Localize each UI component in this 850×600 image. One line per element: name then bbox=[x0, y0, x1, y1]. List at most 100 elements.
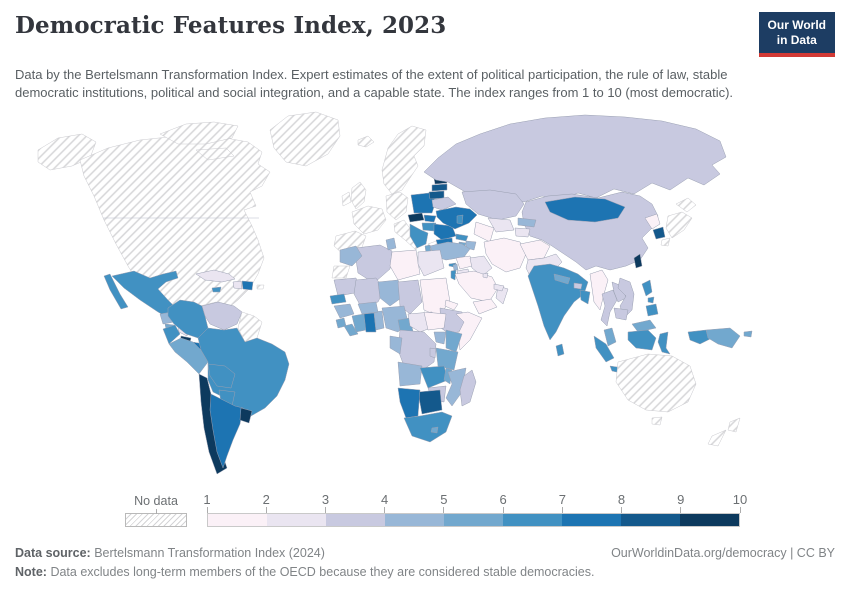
region-ukraine[interactable]: Ukraine bbox=[435, 206, 478, 230]
region-canada-usa[interactable]: Canada and United States bbox=[79, 135, 271, 309]
region-malaysia[interactable]: Malaysia bbox=[603, 319, 657, 347]
region-lithuania[interactable]: Lithuania bbox=[428, 190, 445, 200]
region-kuwait[interactable]: Kuwait bbox=[482, 272, 489, 279]
region-yemen[interactable]: Yemen bbox=[472, 298, 498, 315]
region-south-korea[interactable]: South Korea bbox=[652, 226, 666, 240]
region-myanmar[interactable]: Myanmar bbox=[589, 269, 609, 311]
legend-bin-4-5[interactable] bbox=[385, 514, 444, 526]
region-saudi-arabia[interactable]: Saudi Arabia bbox=[454, 270, 499, 303]
region-chad[interactable]: Chad bbox=[397, 279, 423, 315]
region-iran[interactable]: Iran bbox=[483, 237, 527, 273]
region-somalia[interactable]: Somalia bbox=[455, 311, 483, 351]
region-scandinavia[interactable]: Norway, Sweden and Finland bbox=[381, 125, 427, 195]
region-kyrgyzstan[interactable]: Kyrgyzstan bbox=[517, 217, 537, 228]
region-czechia[interactable]: Czechia bbox=[407, 212, 425, 223]
region-eritrea[interactable]: Eritrea bbox=[444, 299, 459, 311]
region-uganda[interactable]: Uganda bbox=[433, 331, 447, 345]
region-morocco[interactable]: Morocco bbox=[339, 245, 363, 267]
region-tanzania[interactable]: Tanzania bbox=[435, 347, 459, 371]
region-ecuador[interactable]: Ecuador bbox=[162, 324, 181, 345]
region-taiwan[interactable]: Taiwan bbox=[633, 253, 643, 269]
region-north-korea[interactable]: North Korea bbox=[644, 213, 661, 230]
region-puerto-rico[interactable]: Puerto Rico bbox=[256, 284, 265, 290]
region-senegal[interactable]: Senegal bbox=[329, 293, 347, 305]
region-burkina-faso[interactable]: Burkina Faso bbox=[357, 301, 379, 315]
region-haiti[interactable]: Haiti bbox=[232, 280, 243, 290]
region-uruguay[interactable]: Uruguay bbox=[239, 407, 253, 424]
region-mali[interactable]: Mali bbox=[353, 277, 385, 306]
region-angola[interactable]: Angola bbox=[397, 361, 423, 387]
region-zambia[interactable]: Zambia bbox=[419, 365, 449, 389]
region-tunisia[interactable]: Tunisia bbox=[385, 237, 397, 251]
region-georgia[interactable]: Georgia bbox=[455, 233, 469, 242]
region-uae[interactable]: United Arab Emirates bbox=[493, 283, 505, 292]
owid-logo[interactable]: Our World in Data bbox=[758, 12, 835, 57]
region-western-sahara[interactable]: Western Sahara bbox=[331, 265, 351, 279]
legend-bin-9-10[interactable] bbox=[680, 514, 739, 526]
region-venezuela[interactable]: Venezuela bbox=[201, 301, 243, 331]
region-liberia[interactable]: Liberia bbox=[343, 323, 359, 337]
region-sri-lanka[interactable]: Sri Lanka bbox=[555, 343, 565, 357]
legend-no-data-swatch[interactable] bbox=[125, 513, 187, 527]
region-mongolia[interactable]: Mongolia bbox=[544, 196, 626, 223]
legend-bin-7-8[interactable] bbox=[562, 514, 621, 526]
region-bhutan[interactable]: Bhutan bbox=[573, 282, 583, 290]
region-australia[interactable]: Australia bbox=[615, 353, 697, 426]
region-rwanda-burundi[interactable]: Rwanda and Burundi bbox=[429, 347, 437, 359]
region-greenland[interactable]: Greenland bbox=[269, 111, 341, 167]
region-syria[interactable]: Syria bbox=[455, 255, 473, 270]
region-arctic-islands[interactable]: Canadian Arctic Islands bbox=[159, 121, 239, 161]
region-iceland[interactable]: Iceland bbox=[357, 135, 375, 148]
region-western-balkans[interactable]: Western Balkans bbox=[409, 223, 429, 249]
region-belarus[interactable]: Belarus bbox=[431, 196, 457, 211]
legend-bin-5-6[interactable] bbox=[444, 514, 503, 526]
region-mexico[interactable]: Mexico bbox=[103, 270, 189, 323]
legend-bin-8-9[interactable] bbox=[621, 514, 680, 526]
region-bolivia[interactable]: Bolivia bbox=[207, 363, 236, 389]
region-cambodia[interactable]: Cambodia bbox=[613, 307, 629, 321]
legend-bin-1-2[interactable] bbox=[208, 514, 267, 526]
region-new-zealand[interactable]: New Zealand bbox=[707, 417, 741, 447]
region-lesotho[interactable]: Lesotho bbox=[430, 426, 439, 434]
region-dominican-republic[interactable]: Dominican Republic bbox=[241, 280, 254, 291]
region-jamaica[interactable]: Jamaica bbox=[211, 286, 222, 293]
region-france[interactable]: France bbox=[351, 205, 387, 235]
region-mozambique[interactable]: Mozambique bbox=[445, 367, 467, 407]
region-kazakhstan[interactable]: Kazakhstan bbox=[461, 189, 525, 221]
region-latvia[interactable]: Latvia bbox=[431, 183, 448, 192]
owid-link[interactable]: OurWorldinData.org/democracy | CC BY bbox=[611, 546, 835, 560]
region-south-sudan[interactable]: South Sudan bbox=[423, 311, 447, 331]
region-japan[interactable]: Japan bbox=[660, 197, 697, 247]
region-uzbekistan[interactable]: Uzbekistan bbox=[487, 217, 515, 233]
region-guinea[interactable]: Guinea bbox=[333, 303, 355, 319]
region-central-europe[interactable]: Germany, Austria and Switzerland bbox=[385, 191, 409, 221]
region-russia[interactable]: Russia bbox=[423, 114, 727, 205]
region-bangladesh[interactable]: Bangladesh bbox=[579, 289, 591, 305]
legend-bin-6-7[interactable] bbox=[503, 514, 562, 526]
region-algeria[interactable]: Algeria bbox=[355, 244, 393, 284]
region-madagascar[interactable]: Madagascar bbox=[459, 369, 477, 407]
region-azerbaijan[interactable]: Azerbaijan bbox=[465, 240, 477, 251]
region-ireland[interactable]: Ireland bbox=[341, 191, 352, 207]
region-togo-benin[interactable]: Togo and Benin bbox=[373, 310, 385, 331]
region-south-africa[interactable]: South Africa bbox=[403, 411, 453, 443]
region-lebanon[interactable]: Lebanon bbox=[452, 263, 459, 271]
region-libya[interactable]: Libya bbox=[389, 249, 421, 281]
legend-bin-3-4[interactable] bbox=[326, 514, 385, 526]
region-afghanistan[interactable]: Afghanistan bbox=[519, 239, 551, 261]
region-niger[interactable]: Niger bbox=[377, 279, 405, 307]
region-cuba[interactable]: Cuba bbox=[195, 269, 236, 283]
region-egypt[interactable]: Egypt bbox=[417, 249, 445, 277]
region-turkmenistan[interactable]: Turkmenistan bbox=[473, 221, 495, 243]
region-thailand[interactable]: Thailand bbox=[600, 289, 618, 327]
region-botswana[interactable]: Botswana bbox=[417, 389, 443, 415]
region-namibia[interactable]: Namibia bbox=[397, 387, 421, 419]
region-tajikistan[interactable]: Tajikistan bbox=[514, 227, 531, 238]
legend-bin-2-3[interactable] bbox=[267, 514, 326, 526]
region-gabon-congo[interactable]: Gabon and Congo bbox=[389, 335, 403, 355]
region-papua-new-guinea[interactable]: Papua New Guinea bbox=[705, 327, 753, 349]
region-iraq[interactable]: Iraq bbox=[469, 255, 493, 277]
region-argentina[interactable]: Argentina bbox=[209, 393, 244, 469]
region-india[interactable]: India bbox=[527, 263, 589, 341]
region-slovakia[interactable]: Slovakia bbox=[423, 214, 437, 223]
